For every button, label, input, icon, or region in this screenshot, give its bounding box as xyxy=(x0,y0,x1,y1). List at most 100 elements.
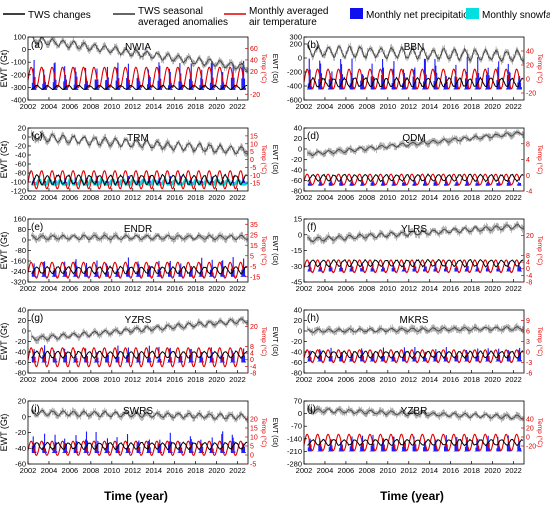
x-tick-label: 2016 xyxy=(166,466,183,475)
precip-bar xyxy=(391,268,393,272)
precip-bar xyxy=(519,182,522,186)
panel-title: TRM xyxy=(127,133,149,144)
precip-bar xyxy=(351,58,353,90)
precip-bar xyxy=(178,358,180,363)
y-tick-label: -140 xyxy=(287,434,302,443)
precip-bar xyxy=(202,275,205,277)
precip-bar xyxy=(391,184,393,186)
precip-bar xyxy=(412,76,414,90)
x-tick-label: 2014 xyxy=(145,102,162,111)
panel-letter: (f) xyxy=(307,222,316,233)
precip-bar xyxy=(170,441,172,453)
y-tick-label: 100 xyxy=(13,33,26,42)
legend-label: Monthly net precipitation xyxy=(366,10,474,21)
plot-frame xyxy=(27,36,249,101)
precip-bar xyxy=(370,446,372,452)
y-axis-label: EWT (Gt) xyxy=(0,414,9,452)
precip-bar xyxy=(342,270,344,272)
x-tick-label: 2016 xyxy=(166,375,183,384)
x-tick-label: 2002 xyxy=(296,466,313,475)
plot-area xyxy=(304,221,524,274)
precip-bar xyxy=(223,275,225,277)
precip-bar xyxy=(328,182,330,186)
precip-bar xyxy=(519,183,521,186)
precip-bar xyxy=(74,177,76,185)
precip-bar xyxy=(519,82,522,90)
tws-series xyxy=(31,234,248,241)
panel-h: 2002 2004 2006 2008 2010 2012 2014 2016 2018 2020… xyxy=(291,306,544,385)
precip-bar xyxy=(434,181,436,186)
precip-bar xyxy=(332,450,334,452)
precip-bar xyxy=(329,73,331,90)
precip-bar xyxy=(171,361,173,363)
tws-series xyxy=(31,409,248,421)
precip-bar xyxy=(455,182,457,186)
precip-bar xyxy=(202,446,204,453)
legend-label: Monthly averaged air temperature xyxy=(249,6,329,28)
y-tick-label: -60 xyxy=(15,160,26,169)
precip-bar xyxy=(86,356,88,363)
x-tick-label: 2018 xyxy=(187,375,204,384)
precip-bar xyxy=(402,182,405,186)
precip-bar xyxy=(34,356,36,363)
precip-bar xyxy=(125,452,127,453)
x-tick-label: 2012 xyxy=(124,284,141,293)
y-tick-label: 0 xyxy=(298,230,302,239)
precip-bar xyxy=(320,444,322,452)
precip-bar xyxy=(44,345,46,363)
precip-bar xyxy=(149,180,151,185)
x-tick-label: 2002 xyxy=(20,193,37,202)
y2-axis-label: Temp (°C) xyxy=(536,145,544,174)
precip-bar xyxy=(519,266,522,272)
precip-bar xyxy=(243,258,245,277)
precip-bar xyxy=(213,452,215,453)
precip-bar xyxy=(85,79,88,90)
precip-bar xyxy=(55,180,57,185)
precip-bar xyxy=(340,179,342,186)
legend-item-0: TWS changes xyxy=(3,10,91,21)
y2-tick-label: 3 xyxy=(526,339,530,346)
precip-bar xyxy=(444,446,446,452)
plot-area xyxy=(304,322,524,364)
tws-series xyxy=(307,44,524,63)
precip-bar xyxy=(42,272,44,277)
y2-tick-label: 6 xyxy=(526,329,530,336)
precip-bar xyxy=(520,450,522,452)
precip-bar xyxy=(128,180,130,185)
panel-g: 2002 2004 2006 2008 2010 2012 2014 2016 2018 2020… xyxy=(0,306,278,385)
x-tick-label: 2008 xyxy=(83,375,100,384)
precip-bar xyxy=(517,267,519,272)
x-tick-label: 2016 xyxy=(442,466,459,475)
y-tick-label: -20 xyxy=(291,337,302,346)
y2-tick-label: 0 xyxy=(526,173,530,180)
precip-bar xyxy=(437,360,439,362)
y-tick-label: -45 xyxy=(291,278,302,287)
precip-bar xyxy=(415,182,417,186)
precip-bar xyxy=(129,88,131,90)
precip-bar xyxy=(64,66,66,90)
precip-bar xyxy=(178,81,180,90)
x-tick-label: 2008 xyxy=(359,375,376,384)
precip-bar xyxy=(84,446,86,453)
x-tick-label: 2004 xyxy=(317,102,334,111)
x-tick-label: 2010 xyxy=(379,466,396,475)
precip-bar xyxy=(170,181,172,185)
precip-bar xyxy=(414,181,416,186)
precip-bar xyxy=(188,272,191,277)
plot-area xyxy=(28,129,248,190)
precip-bar xyxy=(243,446,246,453)
precip-bar xyxy=(485,183,488,186)
precip-bar xyxy=(223,451,225,453)
precip-bar xyxy=(52,270,54,277)
tws-series xyxy=(32,37,248,71)
precip-bar xyxy=(220,273,222,277)
precip-bar xyxy=(381,445,383,452)
precip-bar xyxy=(306,88,309,90)
precip-bar xyxy=(426,450,428,452)
precip-bar xyxy=(86,269,88,277)
precip-bar xyxy=(342,360,344,362)
precip-bar xyxy=(372,181,374,186)
precip-bar xyxy=(423,269,425,272)
x-tick-label: 2022 xyxy=(229,375,246,384)
precip-bar xyxy=(35,451,37,453)
